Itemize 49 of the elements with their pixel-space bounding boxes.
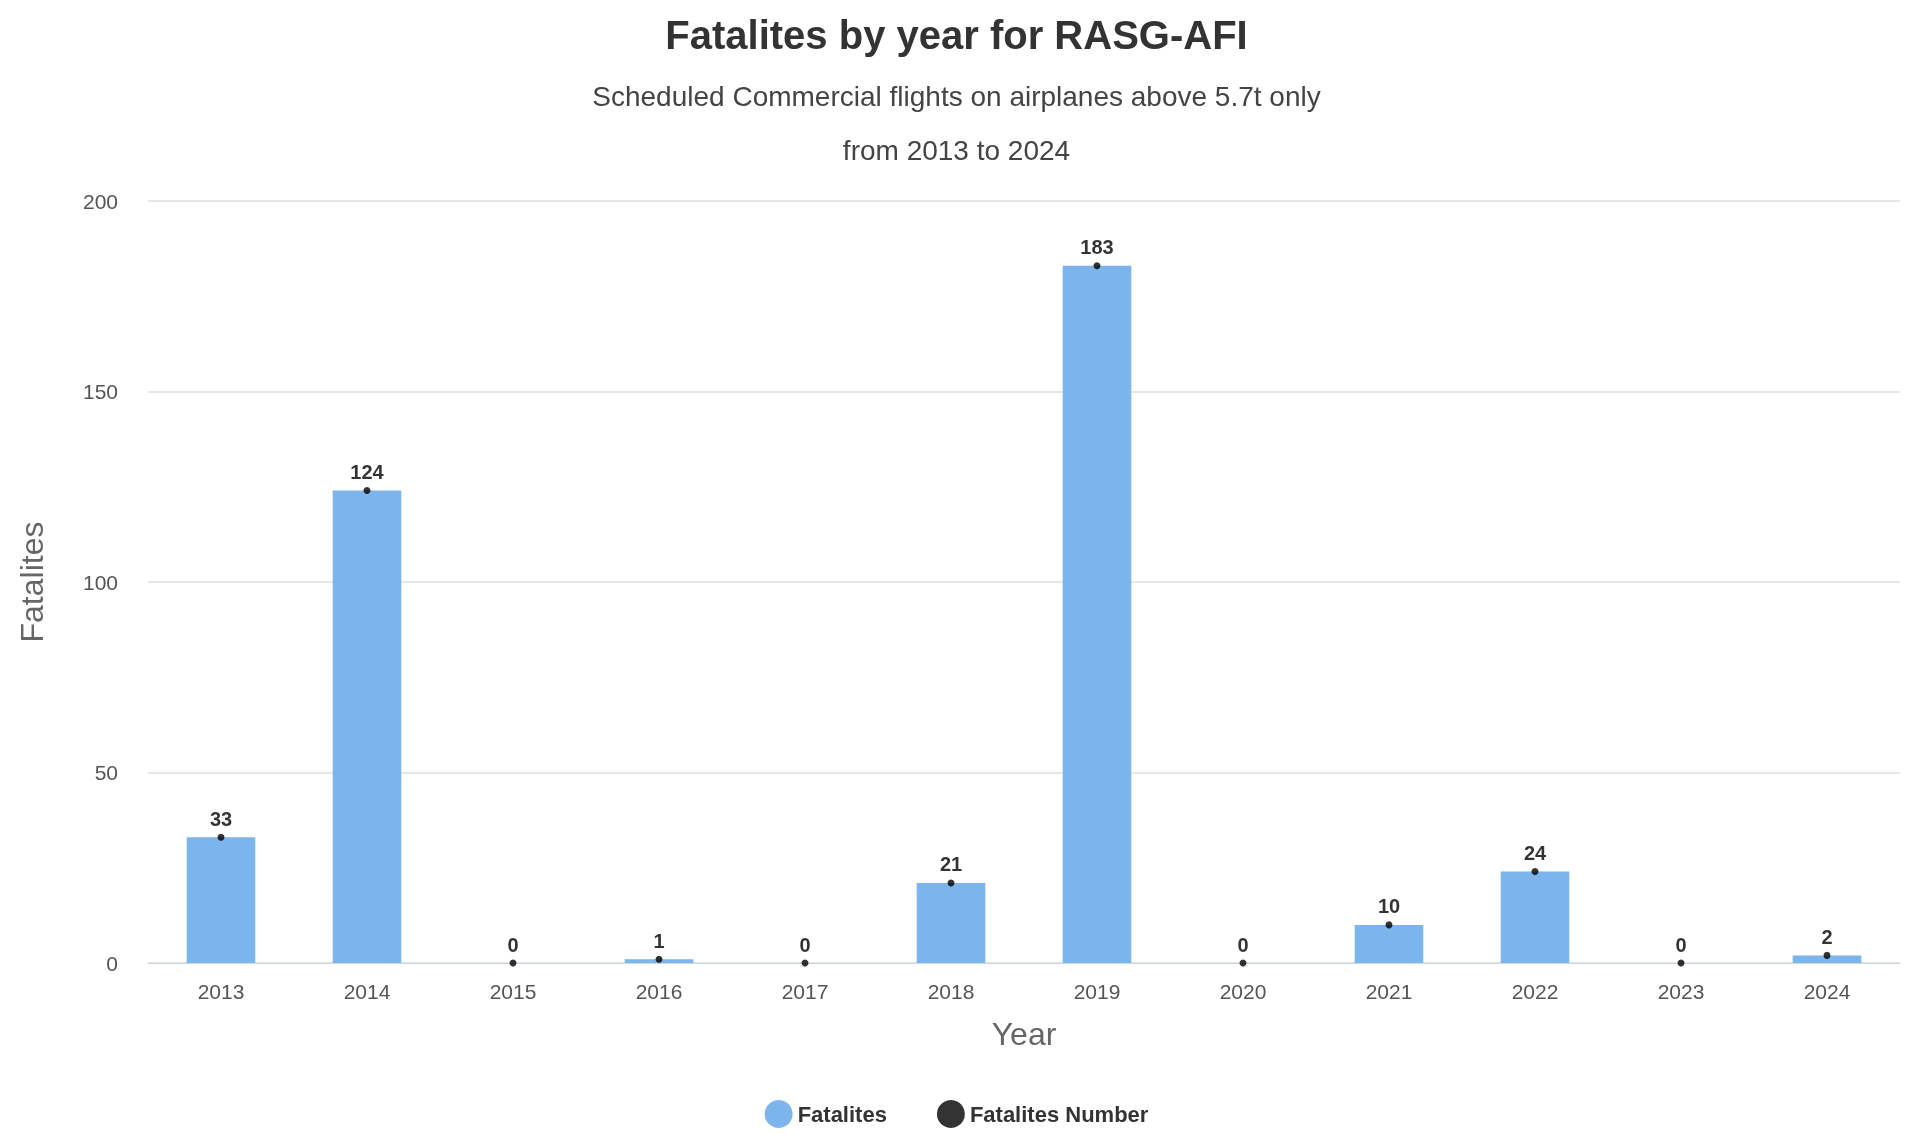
point (1531, 868, 1539, 876)
data-label: 2 (1821, 925, 1833, 948)
y-axis-title: Fatalites (14, 521, 50, 643)
y-tick-label: 0 (106, 951, 118, 975)
y-tick-label: 50 (94, 761, 118, 784)
chart-subtitle: Scheduled Commercial flights on airplanes above 5.7t only from 2013 to 2024 (592, 80, 1321, 166)
data-label: 24 (1523, 842, 1547, 865)
x-axis-title: Year (991, 1016, 1057, 1052)
bar (1354, 924, 1424, 963)
x-tick-label: 2020 (1219, 980, 1267, 1003)
x-tick-label: 2017 (781, 980, 829, 1003)
data-label: 10 (1377, 895, 1401, 918)
x-tick-label: 2018 (927, 980, 975, 1003)
data-label: 0 (799, 933, 811, 956)
y-tick-label: 150 (82, 380, 118, 403)
x-tick-label: 2013 (197, 980, 245, 1003)
y-tick-label: 100 (82, 570, 118, 594)
x-tick-label: 2021 (1365, 980, 1413, 1003)
point (363, 487, 371, 495)
bar (916, 882, 986, 963)
data-label: 0 (507, 933, 519, 956)
bar (1792, 955, 1862, 963)
point (1823, 951, 1831, 959)
data-label: 124 (350, 461, 385, 484)
x-tick-label: 2019 (1073, 980, 1121, 1003)
point (217, 833, 225, 841)
chart-title: Fatalites by year for RASG-AFI (665, 13, 1248, 57)
x-tick-label: 2014 (343, 980, 391, 1003)
x-tick-label: 2016 (635, 980, 683, 1003)
bar (1500, 871, 1570, 963)
data-label: 0 (1237, 933, 1249, 956)
x-tick-label: 2015 (489, 980, 537, 1003)
point (1093, 262, 1101, 270)
y-tick-label: 200 (82, 189, 118, 213)
data-label: 1 (653, 929, 665, 952)
data-label: 0 (1675, 933, 1687, 956)
bar (186, 837, 256, 963)
x-tick-label: 2024 (1803, 980, 1851, 1003)
x-tick-label: 2022 (1511, 980, 1559, 1003)
bar (624, 959, 694, 963)
data-label: 33 (209, 807, 233, 830)
point (655, 955, 663, 963)
legend-label: Fatalites Number (969, 1101, 1149, 1127)
data-label: 183 (1080, 236, 1114, 259)
data-label: 21 (939, 853, 963, 876)
legend-label: Fatalites (797, 1101, 887, 1127)
x-tick-label: 2023 (1657, 980, 1705, 1003)
bar (1062, 265, 1132, 963)
bar (332, 490, 402, 963)
